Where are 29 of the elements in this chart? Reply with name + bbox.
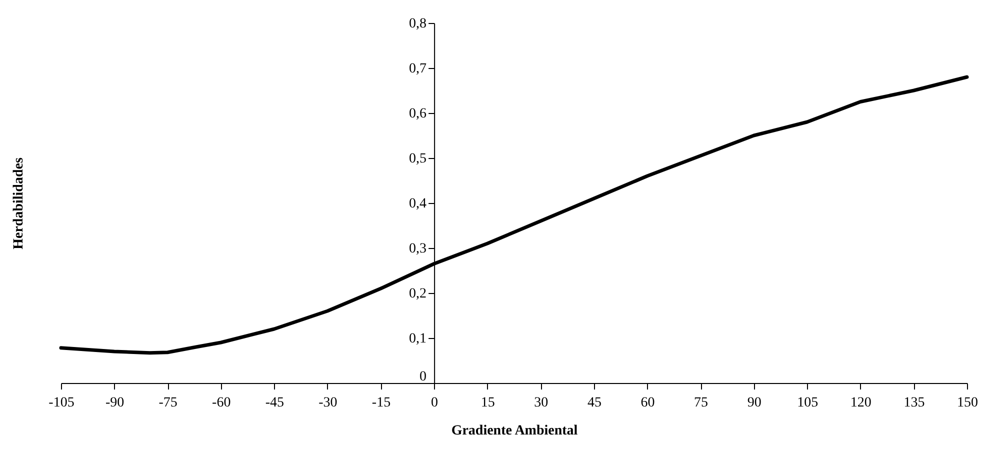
y-tick-label: 0,7	[409, 62, 427, 76]
x-tick-label: 120	[850, 396, 872, 410]
y-tick-label: 0,4	[409, 196, 427, 212]
x-tick-label: -60	[212, 396, 231, 410]
x-tick-label: -105	[48, 396, 74, 410]
x-tick-label: 15	[480, 396, 495, 410]
x-tick-label: 30	[534, 396, 548, 410]
x-tick-label: 60	[640, 396, 655, 410]
y-tick-label: 0,6	[409, 106, 427, 122]
x-tick-label: 0	[431, 396, 438, 410]
x-tick-label: 105	[797, 396, 818, 410]
x-tick-label: -45	[265, 396, 284, 410]
x-tick-label: -75	[158, 396, 178, 410]
x-tick-label: -30	[318, 396, 338, 410]
y-tick-label: 0,1	[409, 332, 427, 346]
x-tick-label: 45	[587, 396, 602, 410]
x-tick-label: 135	[904, 396, 925, 410]
y-tick-label: 0	[420, 370, 427, 384]
x-tick-label: 75	[694, 396, 708, 410]
y-tick-label: 0,3	[409, 242, 427, 256]
y-tick-label: 0,8	[409, 16, 427, 32]
y-tick-label: 0,5	[409, 152, 427, 166]
x-tick-label: -90	[105, 396, 124, 410]
y-axis-title: Herdabilidades	[12, 157, 26, 250]
x-axis-title: Gradiente Ambiental	[451, 424, 578, 438]
y-tick-label: 0,2	[409, 286, 427, 302]
x-tick-label: 90	[747, 396, 762, 410]
x-tick-label: 150	[957, 396, 978, 410]
x-tick-label: -15	[372, 396, 391, 410]
